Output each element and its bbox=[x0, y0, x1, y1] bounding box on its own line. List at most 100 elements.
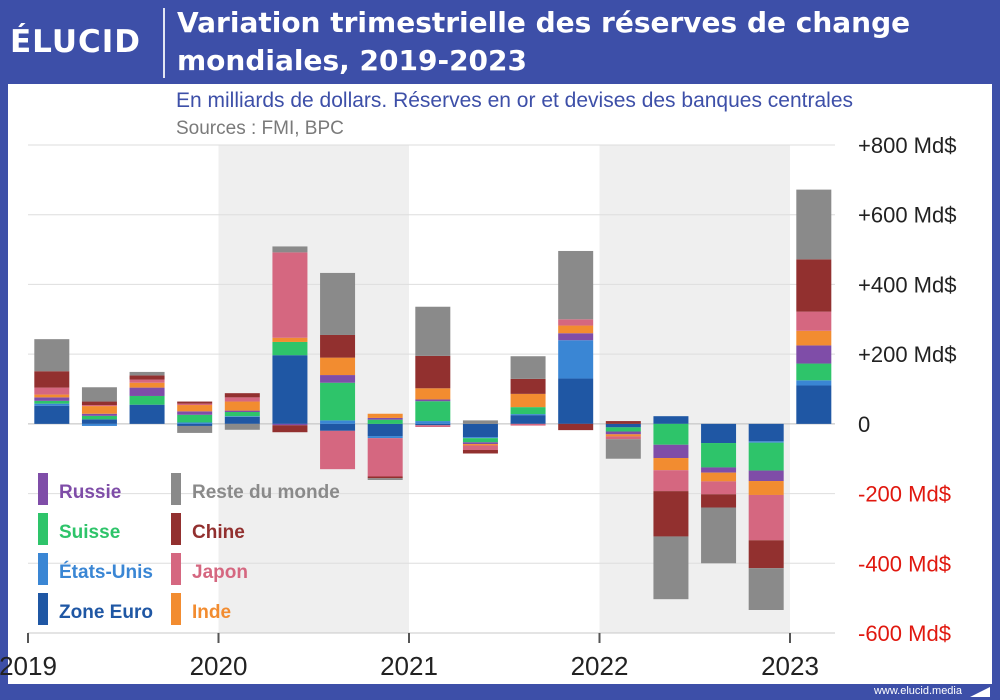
bar-segment-chine bbox=[34, 371, 70, 388]
legend-swatch bbox=[38, 513, 48, 545]
y-tick-label: -400 Md$ bbox=[858, 551, 951, 576]
bar-segment-russie bbox=[177, 411, 213, 415]
bar-segment-chine bbox=[415, 355, 451, 389]
legend-label: Inde bbox=[192, 602, 231, 623]
legend-swatch bbox=[38, 593, 48, 625]
bar-segment-japon bbox=[34, 387, 70, 395]
bar-segment-suisse bbox=[415, 401, 451, 422]
bar-segment-reste-du-monde bbox=[796, 189, 832, 260]
bar-segment-suisse bbox=[177, 414, 213, 423]
legend-swatch bbox=[38, 553, 48, 585]
bar-segment-japon bbox=[510, 423, 546, 426]
y-tick-label: +600 Md$ bbox=[858, 203, 956, 228]
bar-segment-japon bbox=[701, 481, 737, 495]
bar-segment-inde bbox=[701, 472, 737, 482]
bar-segment-zone-euro bbox=[510, 415, 546, 424]
bar-segment-russie bbox=[272, 423, 308, 426]
bar-segment-etats-unis bbox=[558, 340, 594, 379]
shaded-band-2020 bbox=[218, 145, 409, 633]
bar-segment-russie bbox=[558, 333, 594, 341]
bar-segment-etats-unis bbox=[462, 437, 498, 439]
bar-segment-russie bbox=[320, 375, 356, 383]
bar-segment-russie bbox=[34, 397, 70, 401]
bar-segment-russie bbox=[605, 431, 641, 435]
bar-segment-reste-du-monde bbox=[558, 250, 594, 320]
bar-segment-zone-euro bbox=[796, 385, 832, 424]
bar-segment-russie bbox=[224, 410, 260, 413]
bar-segment-zone-euro bbox=[320, 423, 356, 431]
bar-segment-japon bbox=[558, 319, 594, 326]
bar-segment-zone-euro bbox=[462, 423, 498, 438]
bar-segment-japon bbox=[748, 494, 784, 541]
x-tick-label: 2023 bbox=[761, 651, 819, 681]
bar-segment-etats-unis bbox=[510, 414, 546, 416]
footer-credit[interactable]: www.elucid.media bbox=[873, 685, 962, 697]
bar-segment-chine bbox=[224, 393, 260, 398]
bar-segment-reste-du-monde bbox=[748, 568, 784, 610]
bar-segment-chine bbox=[653, 491, 689, 537]
bar-segment-inde bbox=[748, 481, 784, 495]
bar-segment-suisse bbox=[796, 363, 832, 381]
legend-swatch bbox=[171, 553, 181, 585]
bar-segment-zone-euro bbox=[748, 423, 784, 442]
bar-segment-inde bbox=[462, 444, 498, 446]
bar-segment-inde bbox=[415, 388, 451, 400]
x-tick-label: 2021 bbox=[380, 651, 438, 681]
bar-segment-suisse bbox=[224, 412, 260, 417]
bar-segment-chine bbox=[796, 259, 832, 312]
bar-segment-reste-du-monde bbox=[34, 339, 70, 372]
chart-title: Variation trimestrielle des réserves de … bbox=[177, 6, 911, 77]
legend-swatch bbox=[171, 513, 181, 545]
bar-segment-zone-euro bbox=[367, 423, 403, 437]
y-tick-label: +400 Md$ bbox=[858, 272, 956, 297]
elucid-mark-icon bbox=[970, 687, 990, 697]
bar-segment-japon bbox=[796, 311, 832, 331]
legend-swatch bbox=[171, 593, 181, 625]
bar-segment-zone-euro bbox=[558, 378, 594, 424]
bar-segment-zone-euro bbox=[177, 423, 213, 426]
bar-segment-chine bbox=[748, 540, 784, 569]
bar-segment-zone-euro bbox=[415, 423, 451, 426]
bar-segment-chine bbox=[510, 378, 546, 394]
bar-segment-etats-unis bbox=[177, 422, 213, 424]
bar-segment-chine bbox=[272, 425, 308, 433]
y-tick-label: -600 Md$ bbox=[858, 621, 951, 646]
bar-segment-russie bbox=[129, 387, 165, 396]
x-tick-label: 2022 bbox=[571, 651, 629, 681]
bar-segment-chine bbox=[558, 423, 594, 431]
bar-segment-inde bbox=[320, 357, 356, 376]
legend-swatch bbox=[38, 473, 48, 505]
bar-segment-japon bbox=[462, 445, 498, 450]
bar-segment-suisse bbox=[81, 415, 117, 420]
bar-segment-japon bbox=[177, 403, 213, 406]
bar-segment-suisse bbox=[748, 442, 784, 471]
bar-segment-chine bbox=[367, 476, 403, 479]
bar-segment-reste-du-monde bbox=[81, 387, 117, 402]
chart-sources: Sources : FMI, BPC bbox=[176, 118, 344, 139]
bar-segment-etats-unis bbox=[796, 380, 832, 386]
bar-segment-russie bbox=[653, 444, 689, 459]
bar-segment-russie bbox=[415, 399, 451, 402]
header-divider bbox=[163, 8, 165, 78]
bar-segment-suisse bbox=[510, 407, 546, 415]
brand-logo: ÉLUCID bbox=[10, 24, 142, 60]
bar-segment-reste-du-monde bbox=[701, 507, 737, 564]
bar-segment-reste-du-monde bbox=[605, 439, 641, 459]
bar-segment-russie bbox=[701, 467, 737, 473]
bar-segment-chine bbox=[605, 421, 641, 424]
bar-segment-suisse bbox=[34, 400, 70, 404]
bar-segment-inde bbox=[81, 406, 117, 414]
bar-segment-japon bbox=[129, 379, 165, 383]
bar-segment-chine bbox=[177, 401, 213, 404]
bar-segment-reste-du-monde bbox=[415, 306, 451, 356]
bar-segment-suisse bbox=[129, 395, 165, 405]
bar-segment-zone-euro bbox=[605, 423, 641, 428]
bar-segment-japon bbox=[367, 438, 403, 477]
legend-label: Reste du monde bbox=[192, 482, 340, 503]
bar-segment-japon bbox=[653, 470, 689, 492]
x-tick-label: 2019 bbox=[0, 651, 57, 681]
bar-segment-russie bbox=[796, 345, 832, 364]
legend-label: États-Unis bbox=[59, 561, 153, 583]
bar-segment-reste-du-monde bbox=[367, 478, 403, 480]
bar-segment-zone-euro bbox=[653, 416, 689, 424]
